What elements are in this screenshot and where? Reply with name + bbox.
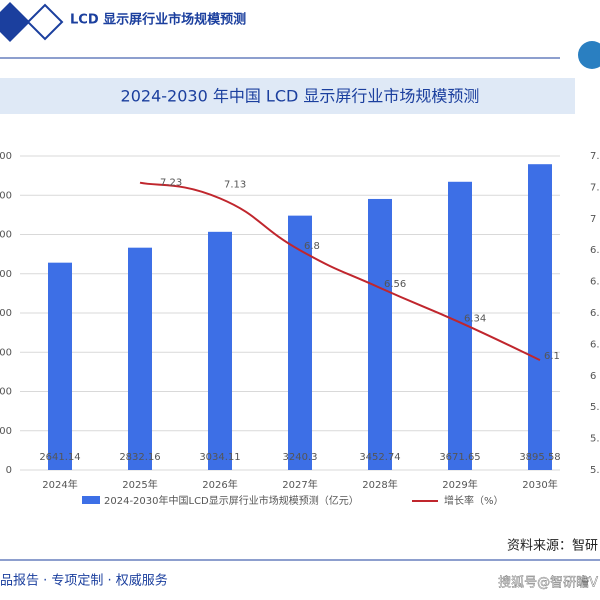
bar-value-label: 3240.3: [283, 452, 318, 463]
line-value-label: 7.23: [160, 178, 182, 189]
bar-value-label: 2641.14: [39, 452, 80, 463]
x-tick-label: 2029年: [442, 478, 477, 491]
y-tick-label: 2000: [0, 308, 12, 319]
x-tick-label: 2026年: [202, 478, 237, 491]
line-value-label: 6.1: [544, 351, 560, 362]
bar: [528, 164, 552, 471]
y2-tick-label: 6.2: [590, 339, 600, 350]
y-tick-label: 4000: [0, 151, 12, 162]
y2-tick-label: 5.4: [590, 465, 600, 476]
line-value-label: 6.8: [304, 241, 320, 252]
bar-value-label: 3671.65: [439, 452, 480, 463]
y2-tick-label: 7.2: [590, 182, 600, 193]
logo: [0, 2, 64, 42]
bar: [288, 215, 312, 470]
source: 资料来源：智研: [507, 539, 598, 554]
bar-value-label: 2832.16: [119, 452, 160, 463]
y2-tick-label: 6.8: [590, 245, 600, 256]
y-tick-label: 3500: [0, 190, 12, 201]
x-tick-label: 2027年: [282, 478, 317, 491]
legend-label: 2024-2030年中国LCD显示屏行业市场规模预测（亿元）: [104, 494, 359, 507]
y-tick-label: 1000: [0, 387, 12, 398]
bar: [208, 231, 232, 470]
header-title: LCD 显示屏行业市场规模预测: [70, 12, 246, 28]
bar-value-label: 3895.58: [519, 452, 560, 463]
x-tick-label: 2028年: [362, 478, 397, 491]
x-tick-label: 2030年: [522, 478, 557, 491]
title-band: [0, 78, 575, 114]
bar: [48, 262, 72, 470]
y2-tick-label: 6.4: [590, 308, 600, 319]
line-value-label: 6.34: [464, 313, 486, 324]
chart-title: 2024-2030 年中国 LCD 显示屏行业市场规模预测: [121, 87, 480, 106]
y-tick-label: 3000: [0, 230, 12, 241]
legend-swatch: [82, 496, 100, 504]
bar-value-label: 3034.11: [199, 452, 240, 463]
x-tick-label: 2024年: [42, 478, 77, 491]
y-tick-label: 2500: [0, 269, 12, 280]
watermark: 搜狐号@智研瞻V: [498, 576, 598, 591]
y-tick-label: 500: [0, 426, 12, 437]
growth-line: [139, 181, 541, 362]
footer-slogan: 品报告 · 专项定制 · 权威服务: [0, 573, 168, 589]
x-tick-label: 2025年: [122, 478, 157, 491]
y2-tick-label: 5.8: [590, 402, 600, 413]
y2-tick-label: 7.4: [590, 151, 600, 162]
line-value-label: 6.56: [384, 279, 406, 290]
y2-tick-label: 6.6: [590, 277, 600, 288]
line-value-label: 7.13: [224, 179, 246, 190]
y2-tick-label: 6: [590, 371, 596, 382]
bar: [368, 198, 392, 471]
y2-tick-label: 5.6: [590, 434, 600, 445]
legend-label: 增长率（%）: [444, 494, 504, 507]
y-tick-label: 0: [6, 465, 12, 476]
bar-value-label: 3452.74: [359, 452, 400, 463]
corner-logo: [578, 41, 600, 69]
y-tick-label: 1500: [0, 347, 12, 358]
bar: [128, 247, 152, 470]
y2-tick-label: 7: [590, 214, 596, 225]
